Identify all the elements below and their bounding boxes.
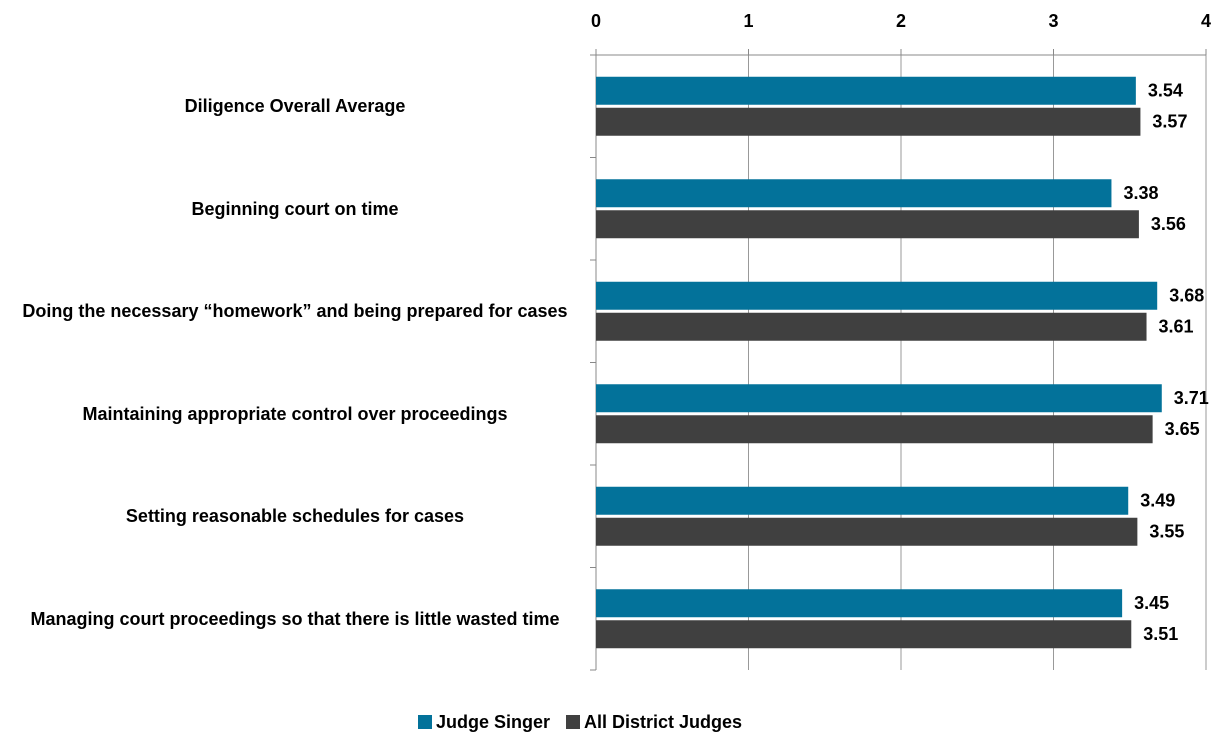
data-label: 3.45 <box>1134 593 1169 613</box>
bar <box>596 107 1141 136</box>
data-label: 3.65 <box>1165 419 1200 439</box>
y-tick-label: Setting reasonable schedules for cases <box>125 506 465 527</box>
y-tick-label: Managing court proceedings so that there… <box>30 608 560 629</box>
data-label: 3.61 <box>1159 317 1194 337</box>
bar <box>596 517 1138 546</box>
bar <box>596 312 1147 341</box>
x-tick-label: 0 <box>591 11 601 31</box>
data-label: 3.57 <box>1152 112 1187 132</box>
bar <box>596 415 1153 444</box>
legend-label: All District Judges <box>584 712 742 732</box>
x-tick-label: 2 <box>896 11 906 31</box>
legend-label: Judge Singer <box>436 712 550 732</box>
x-tick-label: 4 <box>1201 11 1211 31</box>
legend-swatch <box>566 715 580 729</box>
data-label: 3.51 <box>1143 624 1178 644</box>
data-label: 3.49 <box>1140 491 1175 511</box>
bar <box>596 281 1158 310</box>
y-tick-label: Beginning court on time <box>191 198 399 219</box>
data-label: 3.56 <box>1151 214 1186 234</box>
bar <box>596 589 1123 618</box>
data-label: 3.55 <box>1149 522 1184 542</box>
legend-swatch <box>418 715 432 729</box>
bar <box>596 384 1162 413</box>
y-tick-label: Diligence Overall Average <box>184 96 406 117</box>
y-tick-label: Doing the necessary “homework” and being… <box>22 301 568 322</box>
bar <box>596 210 1139 239</box>
bar <box>596 76 1136 105</box>
data-label: 3.68 <box>1169 286 1204 306</box>
bar <box>596 620 1132 649</box>
y-tick-label: Maintaining appropriate control over pro… <box>82 403 508 424</box>
data-label: 3.71 <box>1174 388 1209 408</box>
data-label: 3.38 <box>1123 183 1158 203</box>
bar <box>596 486 1129 515</box>
x-tick-label: 1 <box>743 11 753 31</box>
bar <box>596 179 1112 208</box>
data-label: 3.54 <box>1148 81 1183 101</box>
x-tick-label: 3 <box>1048 11 1058 31</box>
